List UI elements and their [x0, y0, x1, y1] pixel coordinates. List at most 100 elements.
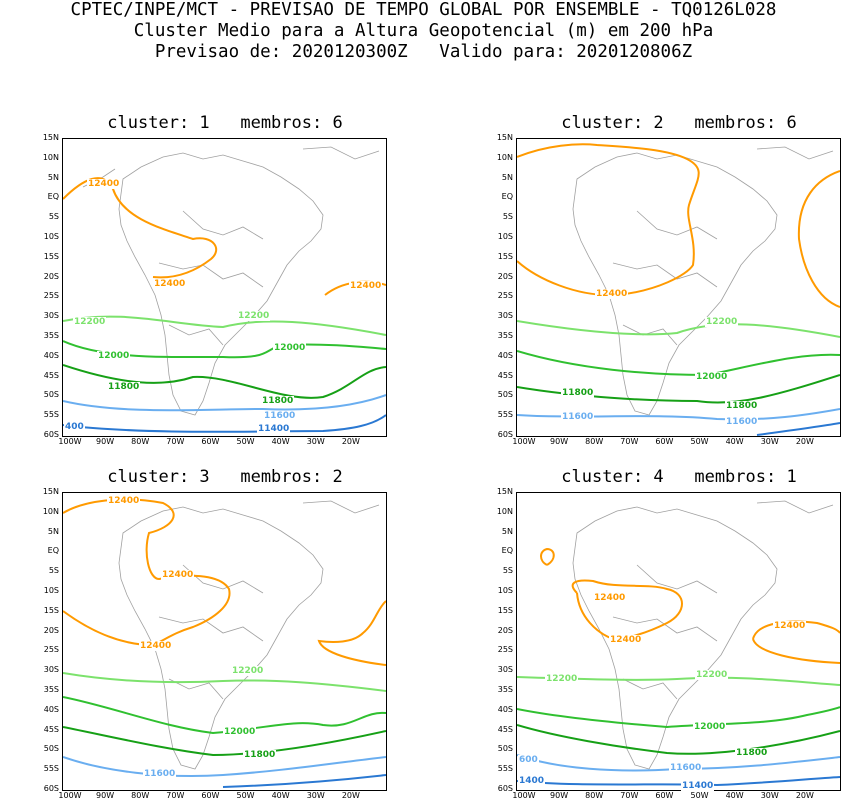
- lat-tick-label: 5S: [502, 212, 513, 222]
- lat-tick-label: 50S: [497, 744, 513, 754]
- panel-title-4: cluster: 4 membros: 1: [561, 467, 797, 487]
- contour-label: 12400: [773, 621, 807, 631]
- contour-label: 12200: [695, 670, 729, 680]
- lon-tick-label: 90W: [96, 791, 115, 800]
- lon-tick-label: 50W: [690, 437, 709, 446]
- lon-tick-label: 60W: [655, 791, 674, 800]
- contour-11600: [63, 394, 386, 412]
- lat-tick-label: 20S: [43, 625, 59, 635]
- map-canvas-3: [63, 498, 386, 788]
- contour-12000: [517, 350, 840, 377]
- lon-tick-label: 30W: [760, 437, 779, 446]
- lat-tick-label: 50S: [43, 744, 59, 754]
- lat-tick-label: EQ: [501, 546, 513, 556]
- contour-label: 11800: [725, 401, 759, 411]
- lat-tick-label: 15N: [496, 133, 513, 142]
- lat-tick-label: 30S: [43, 311, 59, 321]
- contour-label: 11600: [561, 412, 595, 422]
- lon-tick-label: 60W: [201, 437, 220, 446]
- contour-label: 11600: [263, 411, 297, 421]
- contour-label: 400: [64, 422, 85, 432]
- lat-tick-label: 5N: [501, 172, 513, 182]
- lat-tick-label: 40S: [43, 350, 59, 360]
- lon-tick-label: 70W: [166, 437, 185, 446]
- lat-tick-label: 10N: [42, 506, 59, 516]
- contour-label: 11800: [261, 396, 295, 406]
- contour-label: 12400: [609, 635, 643, 645]
- contour-11400: [756, 422, 840, 436]
- contour-label: 1400: [518, 776, 546, 786]
- lat-tick-label: 35S: [43, 331, 59, 340]
- lat-tick-label: 55S: [43, 410, 59, 420]
- contour-label: 12400: [107, 496, 141, 506]
- lon-tick-label: 80W: [585, 791, 604, 800]
- contour-label: 600: [518, 755, 539, 765]
- lon-tick-label: 20W: [341, 791, 360, 800]
- lat-tick-label: 25S: [497, 645, 513, 655]
- lat-tick-label: 15S: [497, 605, 513, 615]
- map-panel-3: 12400 12400 12400 12200 12000 11800 1160…: [62, 492, 387, 791]
- lon-tick-label: 90W: [550, 437, 569, 446]
- contour-label: 12400: [87, 179, 121, 189]
- contour-12400-a: [517, 143, 700, 297]
- lat-tick-label: 10S: [497, 232, 513, 241]
- lat-tick-label: 45S: [497, 370, 513, 380]
- contour-11400: [63, 414, 386, 433]
- lat-tick-label: 15S: [497, 251, 513, 261]
- contour-12400-a: [63, 498, 231, 647]
- lat-tick-label: 5S: [48, 212, 59, 222]
- contour-label: 12200: [237, 311, 271, 321]
- coastline: [118, 500, 380, 770]
- contour-12400-a: [540, 547, 555, 566]
- lat-tick-label: 20S: [43, 271, 59, 281]
- map-panel-1: 12400 12400 12400 12200 12200 12000 1200…: [62, 138, 387, 437]
- lat-tick-label: 15N: [42, 133, 59, 142]
- lat-tick-label: 5N: [47, 526, 59, 536]
- lat-tick-label: 45S: [497, 724, 513, 734]
- lat-tick-label: 40S: [497, 704, 513, 714]
- lon-tick-label: 50W: [236, 791, 255, 800]
- lat-tick-label: 5S: [48, 566, 59, 576]
- lon-tick-label: 20W: [795, 791, 814, 800]
- lat-tick-label: 10N: [496, 152, 513, 162]
- lat-tick-label: 35S: [43, 685, 59, 694]
- lon-tick-label: 70W: [620, 437, 639, 446]
- lon-tick-label: 90W: [550, 791, 569, 800]
- lon-tick-label: 30W: [306, 437, 325, 446]
- lon-tick-label: 20W: [795, 437, 814, 446]
- contour-label: 12200: [705, 317, 739, 327]
- contour-label: 12400: [595, 289, 629, 299]
- contour-label: 11800: [243, 750, 277, 760]
- contour-label: 11400: [257, 424, 291, 434]
- lat-tick-label: 15N: [496, 487, 513, 496]
- lat-tick-label: 25S: [43, 291, 59, 301]
- lat-tick-label: 10S: [43, 586, 59, 595]
- lon-tick-label: 50W: [236, 437, 255, 446]
- lat-tick-label: 5N: [47, 172, 59, 182]
- lat-tick-label: 55S: [43, 764, 59, 774]
- lon-tick-label: 50W: [690, 791, 709, 800]
- lat-tick-label: 25S: [43, 645, 59, 655]
- lat-tick-label: 55S: [497, 410, 513, 420]
- lat-tick-label: 5N: [501, 526, 513, 536]
- contour-12200: [517, 320, 840, 338]
- lat-tick-label: EQ: [47, 192, 59, 202]
- contour-label: 12000: [223, 727, 257, 737]
- contour-label: 12200: [545, 674, 579, 684]
- contour-label: 12000: [97, 351, 131, 361]
- lat-tick-label: 60S: [43, 430, 59, 439]
- lon-tick-label: 40W: [725, 437, 744, 446]
- lon-tick-label: 30W: [306, 791, 325, 800]
- contour-11400: [222, 774, 386, 788]
- panel-title-2: cluster: 2 membros: 6: [561, 113, 797, 133]
- lon-tick-label: 30W: [760, 791, 779, 800]
- contour-12400-a: [63, 177, 218, 279]
- contour-label: 11800: [735, 748, 769, 758]
- contour-12400-d: [752, 638, 840, 664]
- lon-tick-label: 40W: [725, 791, 744, 800]
- map-panel-2: 12400 12200 12000 11800 11800 11600 1160…: [516, 138, 841, 437]
- lat-tick-label: 55S: [497, 764, 513, 774]
- contour-label: 12400: [349, 281, 383, 291]
- lon-tick-label: 20W: [341, 437, 360, 446]
- contour-label: 12400: [161, 570, 195, 580]
